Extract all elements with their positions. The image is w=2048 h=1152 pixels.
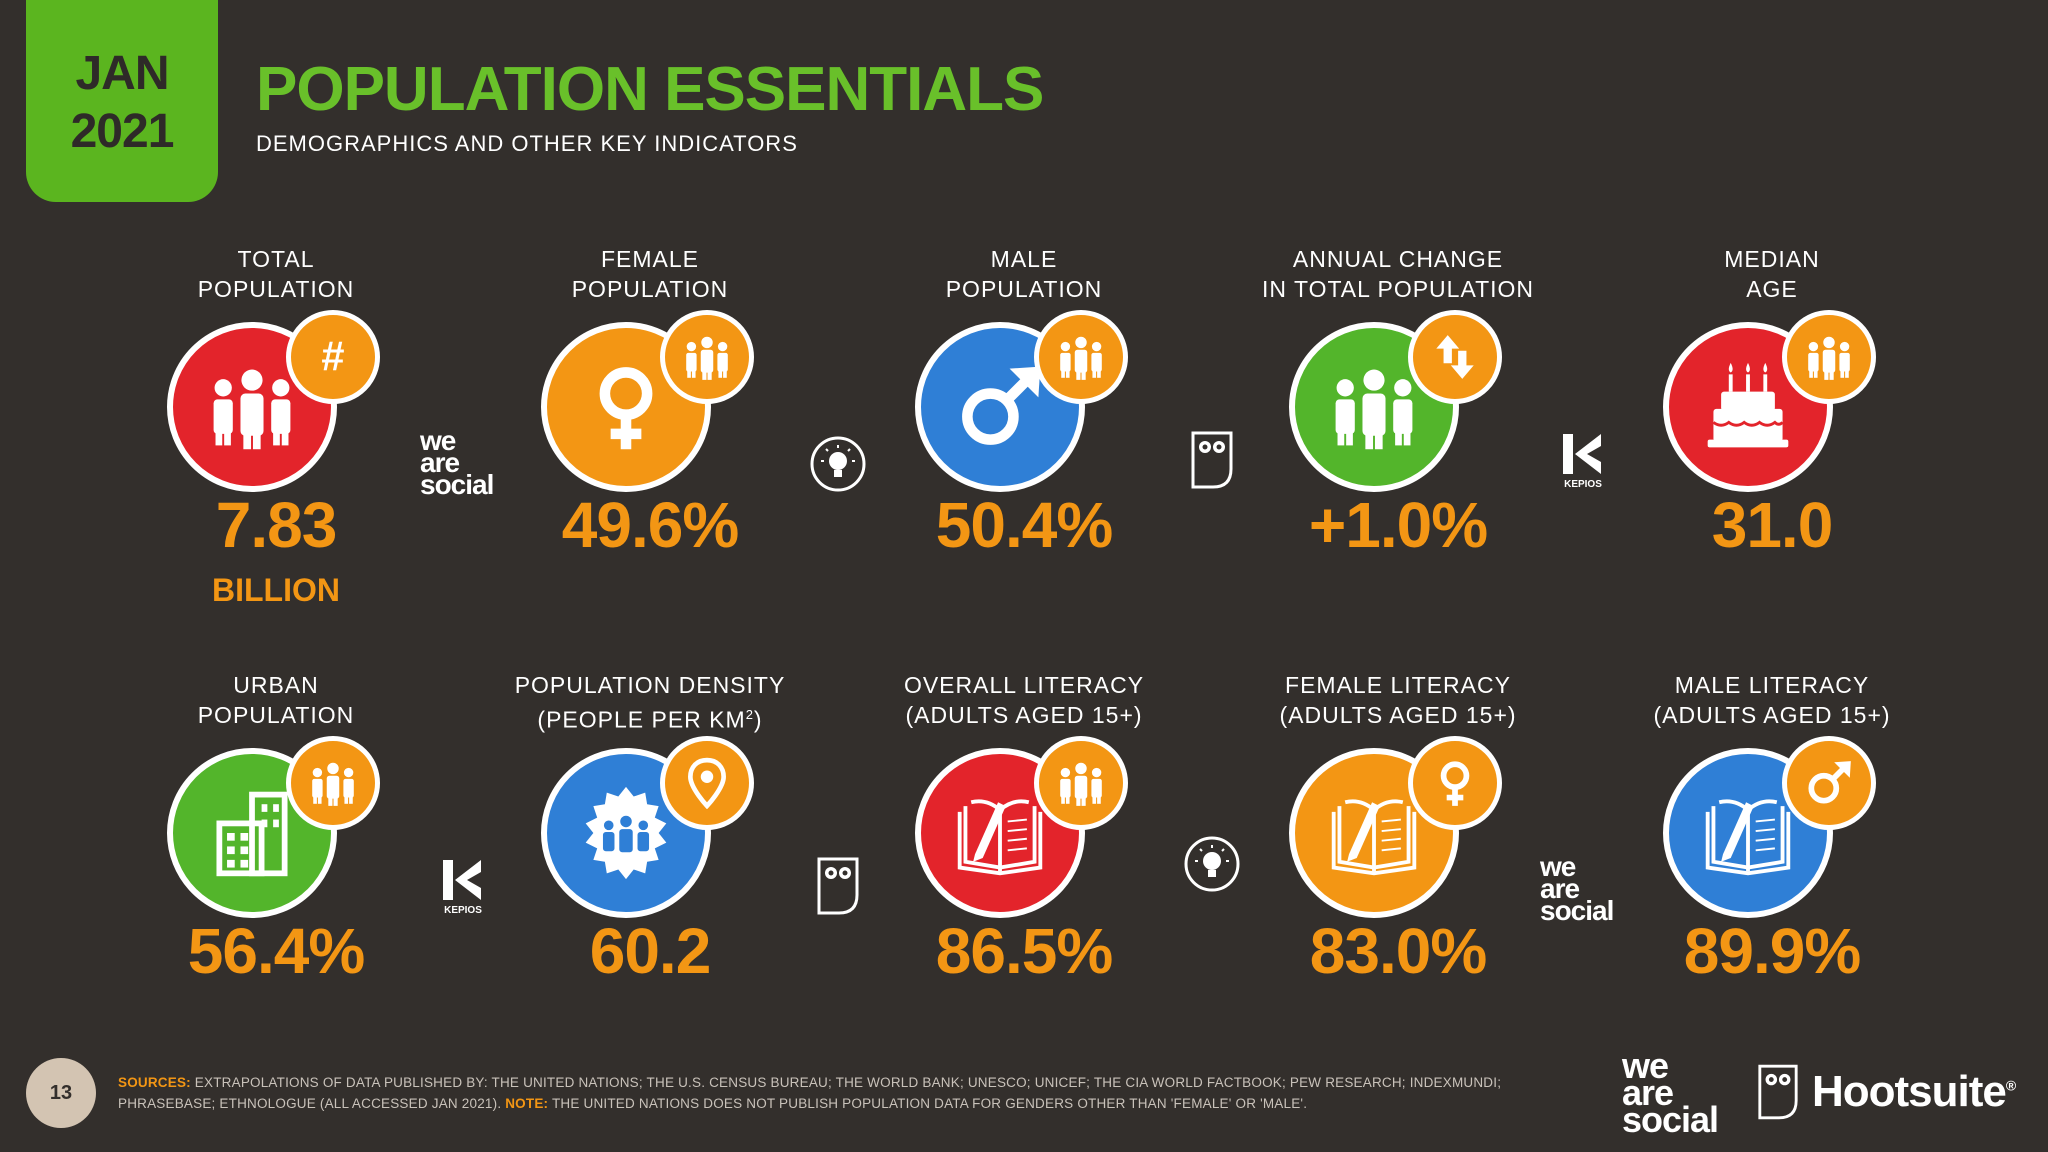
brand-word: we [1540, 851, 1576, 882]
stat-value: 89.9% [1683, 915, 1861, 987]
stat-value: 31.0 [1711, 489, 1834, 561]
stat-label: MALE LITERACY (ADULTS AGED 15+) [1653, 672, 1891, 728]
note-text: THE UNITED NATIONS DOES NOT PUBLISH POPU… [548, 1096, 1308, 1111]
lightbulb-icon [1182, 834, 1242, 894]
hash-icon: # [286, 310, 380, 404]
brand-word: we [1622, 1045, 1669, 1086]
sources-text: EXTRAPOLATIONS OF DATA PUBLISHED BY: THE… [118, 1075, 1502, 1111]
stat-value: 86.5% [935, 915, 1113, 987]
stat-icon-group [915, 736, 1135, 918]
stat-icon-group [1663, 310, 1883, 492]
male-icon [1782, 736, 1876, 830]
people-icon [286, 736, 380, 830]
sources-note: SOURCES: EXTRAPOLATIONS OF DATA PUBLISHE… [118, 1072, 1578, 1114]
date-badge: JAN 2021 [26, 0, 218, 202]
date-year: 2021 [70, 105, 175, 158]
people-icon [1034, 310, 1128, 404]
lightbulb-icon [808, 434, 868, 494]
people-icon [660, 310, 754, 404]
brand-word: we [420, 425, 456, 456]
stat-label: TOTAL POPULATION [197, 246, 355, 302]
stat-value: 83.0% [1309, 915, 1487, 987]
stat-value: 56.4% [187, 915, 365, 987]
kepios-logo: KEPIOS [438, 858, 488, 916]
stat-label: FEMALE LITERACY (ADULTS AGED 15+) [1279, 672, 1517, 728]
brand-word: are [1622, 1072, 1674, 1113]
stat-value: 49.6% [561, 489, 739, 561]
up-down-arrows-icon [1408, 310, 1502, 404]
page-subtitle: DEMOGRAPHICS AND OTHER KEY INDICATORS [256, 131, 798, 156]
stat-icon-group [167, 736, 387, 918]
stat-label: ANNUAL CHANGE IN TOTAL POPULATION [1261, 246, 1535, 302]
stat-icon-group: # [167, 310, 387, 492]
we-are-social-logo: we are social [1540, 851, 1614, 926]
brand-word: social [420, 469, 494, 500]
location-pin-icon [660, 736, 754, 830]
brand-word: are [420, 447, 460, 478]
stat-icon-group [541, 736, 761, 918]
people-icon [1782, 310, 1876, 404]
registered-mark: ® [2005, 1077, 2016, 1094]
owl-icon [1182, 430, 1242, 490]
kepios-logo: KEPIOS [1558, 432, 1608, 490]
brand-word: social [1622, 1099, 1719, 1140]
stat-icon-group [541, 310, 761, 492]
people-icon [167, 322, 337, 492]
stat-label: URBAN POPULATION [197, 672, 355, 728]
we-are-social-footer-logo: we are social [1622, 1045, 1719, 1140]
brand-word: social [1540, 895, 1614, 926]
female-icon [541, 322, 711, 492]
people-icon [1289, 322, 1459, 492]
stat-value: 60.2 [589, 915, 712, 987]
date-month: JAN [75, 47, 169, 100]
svg-text:#: # [321, 333, 344, 380]
stat-icon-group [915, 310, 1135, 492]
stat-label-superscript: 2 [745, 707, 754, 722]
people-icon [1034, 736, 1128, 830]
stat-label: FEMALE POPULATION [571, 246, 729, 302]
stat-label: MEDIAN AGE [1724, 246, 1820, 302]
brand-word: are [1540, 873, 1580, 904]
stat-value: 50.4% [935, 489, 1113, 561]
stat-icon-group [1663, 736, 1883, 918]
stat-icon-group [1289, 736, 1509, 918]
kepios-text: KEPIOS [1564, 479, 1602, 490]
stat-unit: BILLION [212, 572, 340, 608]
stat-value: +1.0% [1308, 489, 1488, 561]
page-number: 13 [26, 1058, 96, 1128]
stat-label: MALE POPULATION [945, 246, 1103, 302]
hootsuite-text: Hootsuite® [1812, 1067, 2016, 1117]
sources-label: SOURCES: [118, 1075, 191, 1090]
owl-icon [808, 856, 868, 916]
hootsuite-word: Hootsuite [1812, 1067, 2007, 1116]
kepios-text: KEPIOS [444, 905, 482, 916]
note-label: NOTE: [501, 1096, 549, 1111]
book-icon [1289, 748, 1459, 918]
female-icon [1408, 736, 1502, 830]
we-are-social-logo: we are social [420, 425, 494, 500]
stat-value: 7.83 [215, 489, 338, 561]
page-title: POPULATION ESSENTIALS [256, 55, 1044, 124]
owl-icon [1758, 1064, 1798, 1120]
stat-label: OVERALL LITERACY (ADULTS AGED 15+) [903, 672, 1145, 728]
stat-icon-group [1289, 310, 1509, 492]
stat-label: POPULATION DENSITY (PEOPLE PER KM2) [514, 672, 786, 733]
hootsuite-logo: Hootsuite® [1756, 1060, 2016, 1124]
